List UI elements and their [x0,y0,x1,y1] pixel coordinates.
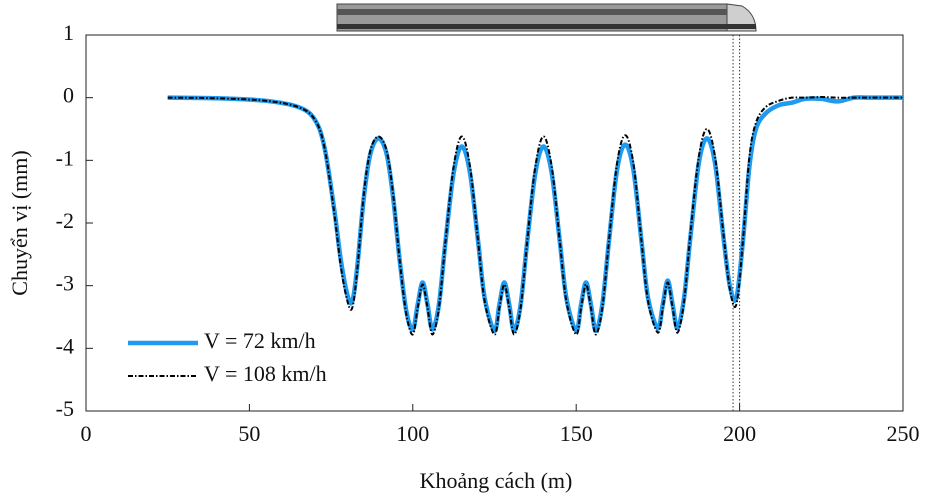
data-line [167,95,903,334]
y-tick-label: 1 [63,20,74,45]
y-tick-label: 0 [63,83,74,108]
data-line [167,96,903,336]
legend-label: V = 108 km/h [204,361,327,386]
x-axis-label: Khoảng cách (m) [420,468,573,493]
y-axis-label: Chuyển vị (mm) [7,150,32,295]
x-tick-label: 100 [396,421,429,446]
train-icon [336,3,757,32]
y-tick-label: -3 [56,271,74,296]
x-tick-label: 250 [887,421,920,446]
plot-frame [85,34,904,412]
x-tick-label: 0 [81,421,92,446]
legend-label: V = 72 km/h [204,328,316,353]
x-tick-label: 50 [238,421,260,446]
y-tick-label: -1 [56,145,74,170]
y-tick-label: -4 [56,333,74,358]
x-tick-label: 150 [560,421,593,446]
y-tick-label: -5 [56,396,74,421]
y-tick-label: -2 [56,208,74,233]
x-tick-label: 200 [723,421,756,446]
